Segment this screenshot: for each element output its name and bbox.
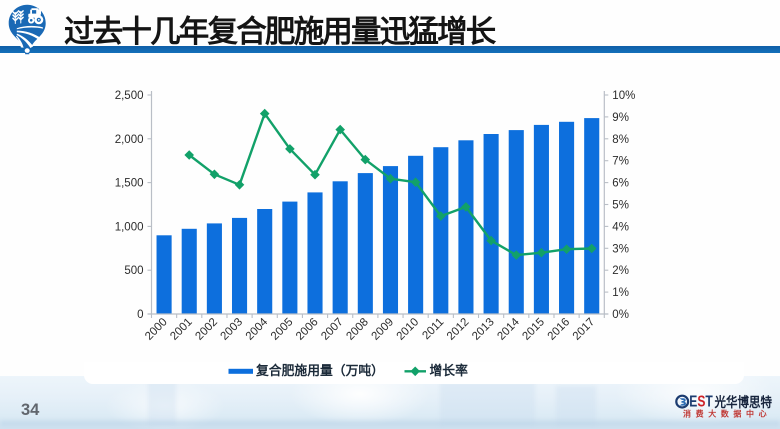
svg-text:增长率: 增长率 — [430, 363, 469, 378]
svg-text:2017: 2017 — [571, 316, 598, 343]
svg-text:2,500: 2,500 — [115, 90, 144, 102]
svg-text:2014: 2014 — [495, 316, 522, 343]
svg-text:7%: 7% — [612, 156, 629, 168]
svg-text:消费大数据中心: 消费大数据中心 — [683, 409, 771, 419]
svg-text:2007: 2007 — [319, 316, 346, 343]
svg-text:2001: 2001 — [168, 316, 195, 343]
svg-text:2012: 2012 — [445, 316, 472, 343]
svg-text:2015: 2015 — [520, 316, 547, 343]
svg-text:0: 0 — [137, 309, 143, 321]
svg-text:复合肥施用量（万吨）: 复合肥施用量（万吨） — [255, 363, 384, 378]
svg-text:1%: 1% — [612, 287, 629, 299]
svg-text:2003: 2003 — [219, 316, 246, 343]
svg-text:1,000: 1,000 — [115, 221, 144, 233]
svg-text:8%: 8% — [612, 134, 629, 146]
svg-text:2004: 2004 — [244, 316, 271, 343]
svg-text:EST: EST — [689, 394, 713, 411]
svg-text:3%: 3% — [612, 243, 629, 255]
svg-text:0%: 0% — [612, 309, 629, 321]
svg-text:4%: 4% — [612, 221, 629, 233]
svg-text:2011: 2011 — [420, 316, 446, 342]
svg-text:2%: 2% — [612, 265, 629, 277]
svg-text:2000: 2000 — [143, 316, 170, 343]
svg-text:5%: 5% — [612, 200, 629, 212]
svg-text:2,000: 2,000 — [115, 134, 144, 146]
svg-text:光华博思特: 光华博思特 — [714, 394, 773, 410]
svg-text:2010: 2010 — [395, 316, 422, 343]
svg-text:1,500: 1,500 — [115, 178, 144, 190]
svg-text:2008: 2008 — [344, 316, 371, 343]
svg-text:2013: 2013 — [470, 316, 497, 343]
svg-text:10%: 10% — [612, 90, 635, 102]
svg-text:2016: 2016 — [546, 316, 573, 343]
svg-text:2009: 2009 — [370, 316, 397, 343]
svg-text:2005: 2005 — [269, 316, 296, 343]
svg-text:500: 500 — [124, 265, 143, 277]
svg-text:9%: 9% — [612, 112, 629, 124]
svg-text:2006: 2006 — [294, 316, 321, 343]
svg-text:6%: 6% — [612, 178, 629, 190]
svg-text:2002: 2002 — [193, 316, 220, 343]
